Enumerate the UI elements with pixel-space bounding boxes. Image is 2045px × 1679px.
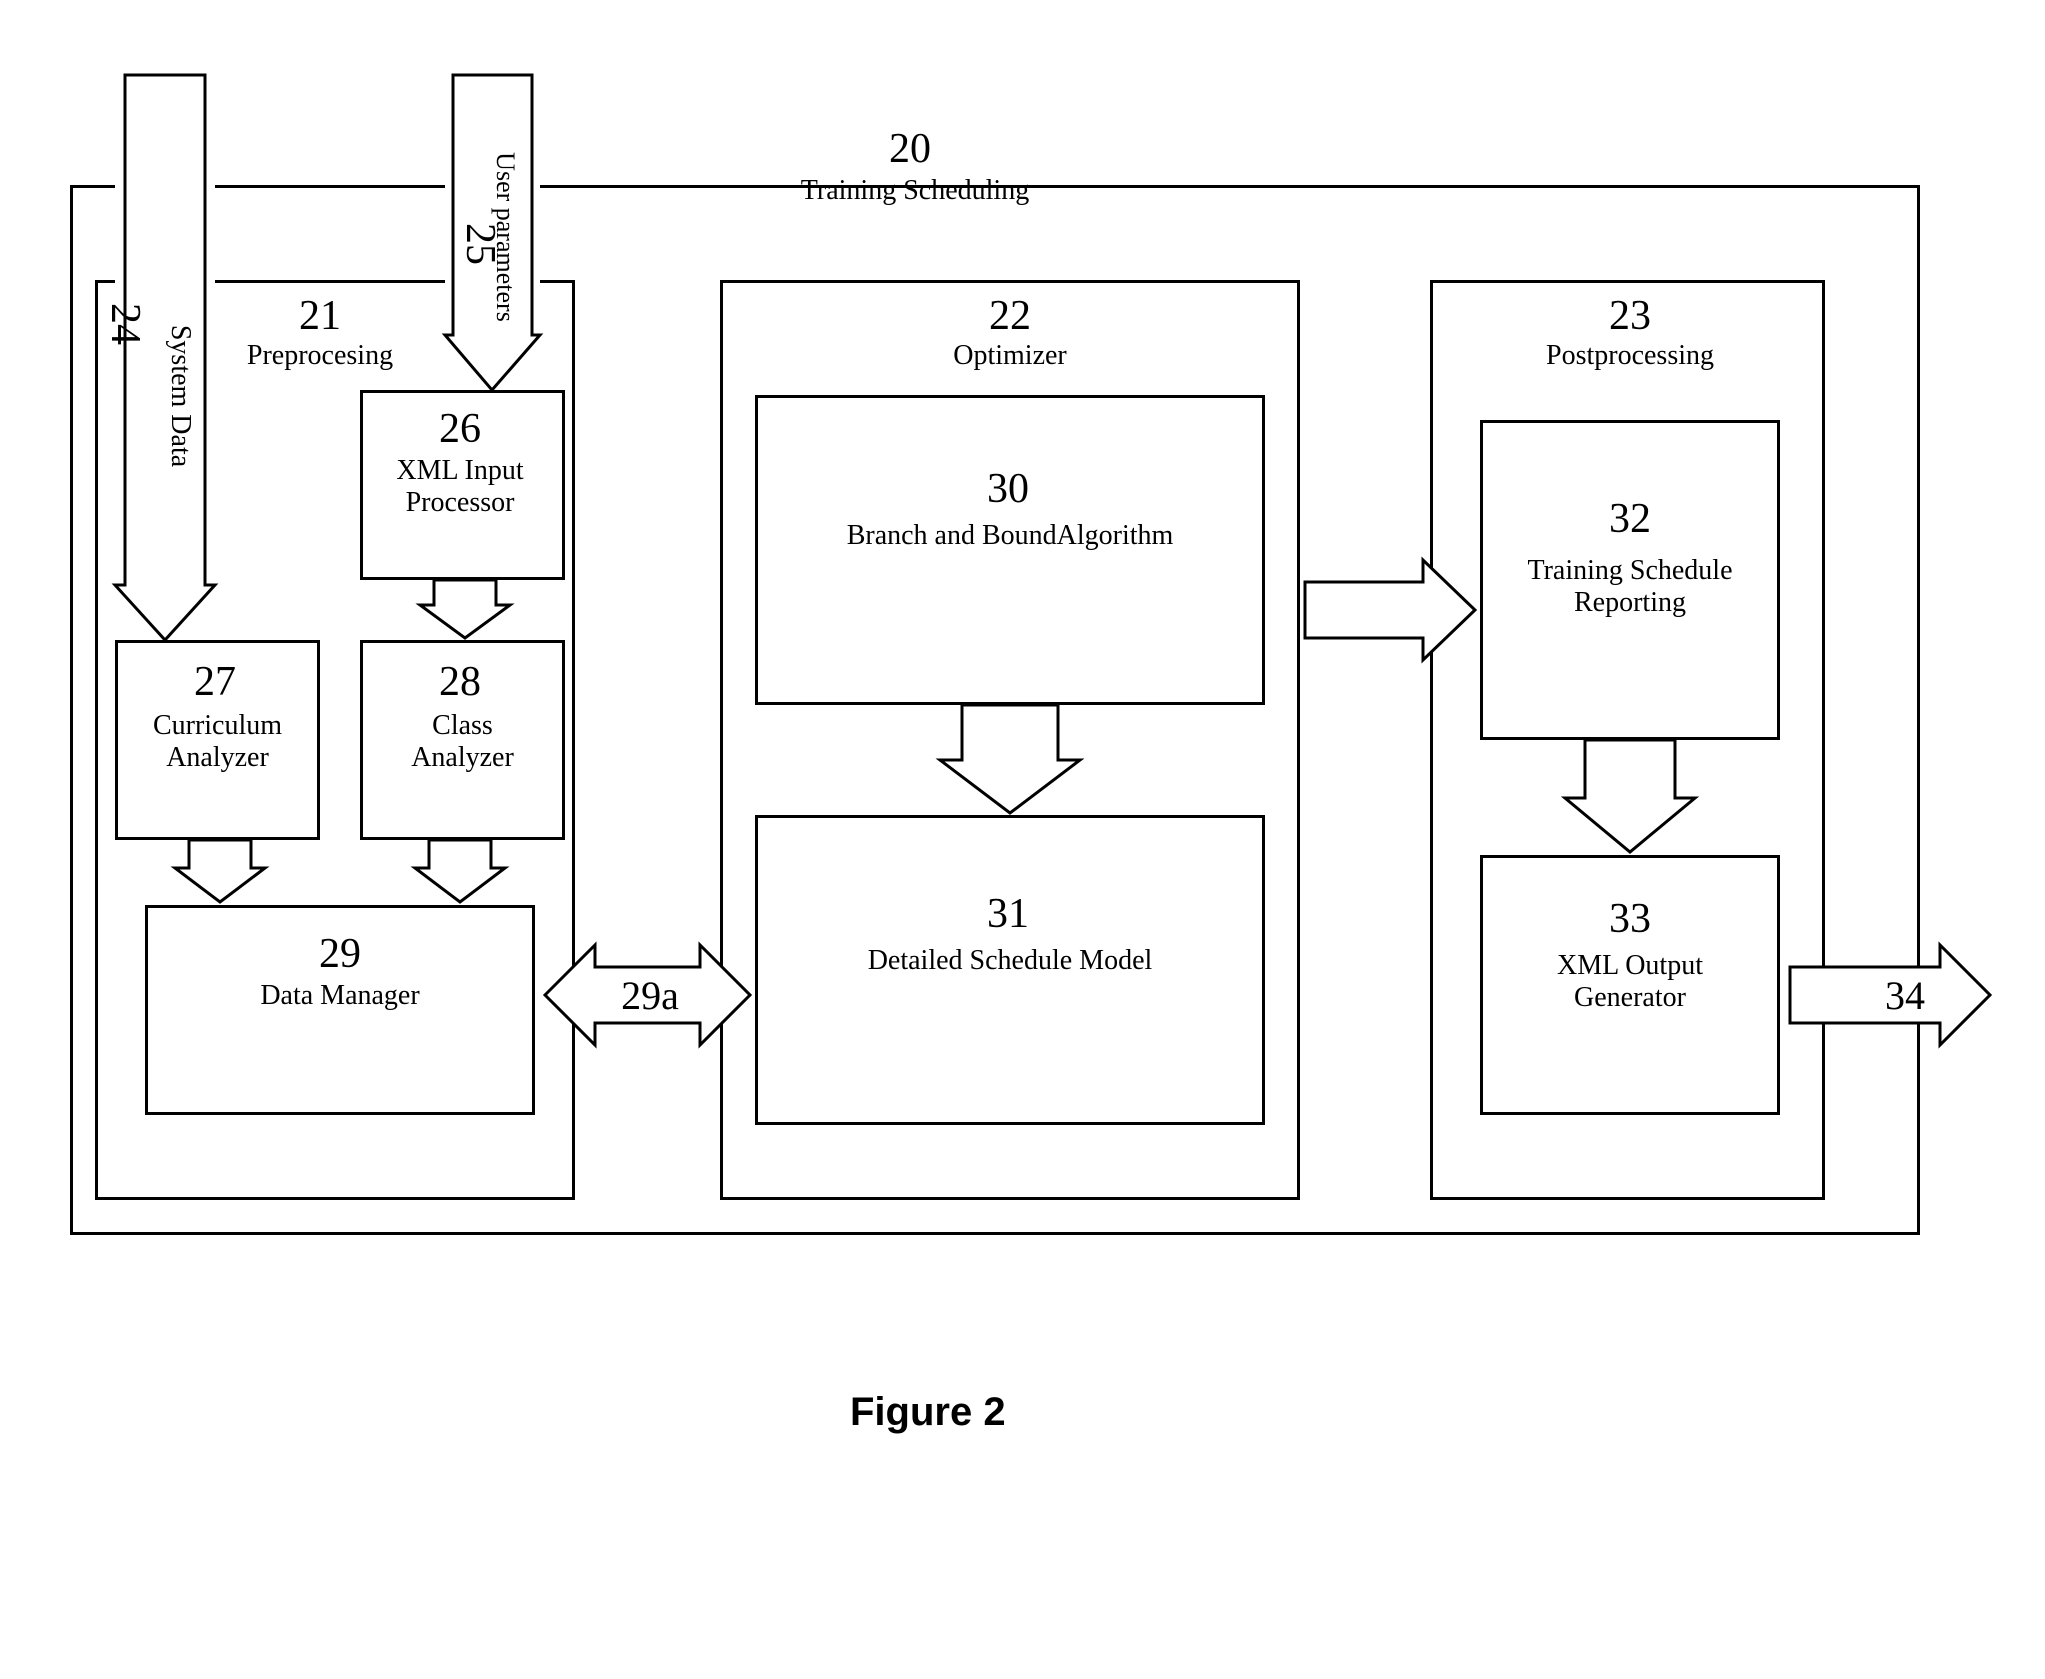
postprocessing-label: Postprocessing <box>1530 340 1730 372</box>
branch-bound-label: Branch and BoundAlgorithm <box>820 520 1200 552</box>
optimizer-label: Optimizer <box>935 340 1085 372</box>
curriculum-num: 27 <box>175 658 255 706</box>
figure-caption: Figure 2 <box>850 1390 1006 1435</box>
arrow-26-to-28 <box>420 580 510 640</box>
xml-input-num: 26 <box>420 405 500 453</box>
system-data-num: 24 <box>101 294 149 354</box>
class-analyzer-label: Class Analyzer <box>395 710 530 774</box>
outer-num: 20 <box>870 125 950 173</box>
data-manager-num: 29 <box>300 930 380 978</box>
user-params-label: User parameters <box>490 127 520 347</box>
postprocessing-num: 23 <box>1590 292 1670 340</box>
arrow-28-to-29 <box>415 840 505 905</box>
branch-bound-num: 30 <box>968 465 1048 513</box>
preprocessing-label: Preprocesing <box>230 340 410 372</box>
xml-output-label: XML Output Generator <box>1530 950 1730 1014</box>
schedule-model-label: Detailed Schedule Model <box>850 945 1170 977</box>
arrow-22-to-23 <box>1305 555 1480 665</box>
arrow-34-num: 34 <box>1870 972 1940 1019</box>
arrow-32-to-33 <box>1565 740 1695 855</box>
schedule-model-num: 31 <box>968 890 1048 938</box>
class-analyzer-num: 28 <box>420 658 500 706</box>
curriculum-label: Curriculum Analyzer <box>140 710 295 774</box>
system-data-label: System Data <box>164 296 196 496</box>
preprocessing-num: 21 <box>280 292 360 340</box>
xml-input-label: XML Input Processor <box>380 455 540 519</box>
reporting-label: Training Schedule Reporting <box>1515 555 1745 619</box>
arrow-27-to-29 <box>175 840 265 905</box>
arrow-29a-num: 29a <box>605 972 695 1019</box>
arrow-30-to-31 <box>940 705 1080 815</box>
reporting-num: 32 <box>1590 495 1670 543</box>
optimizer-num: 22 <box>970 292 1050 340</box>
xml-output-num: 33 <box>1590 895 1670 943</box>
data-manager-label: Data Manager <box>240 980 440 1012</box>
outer-label: Training Scheduling <box>765 175 1065 207</box>
